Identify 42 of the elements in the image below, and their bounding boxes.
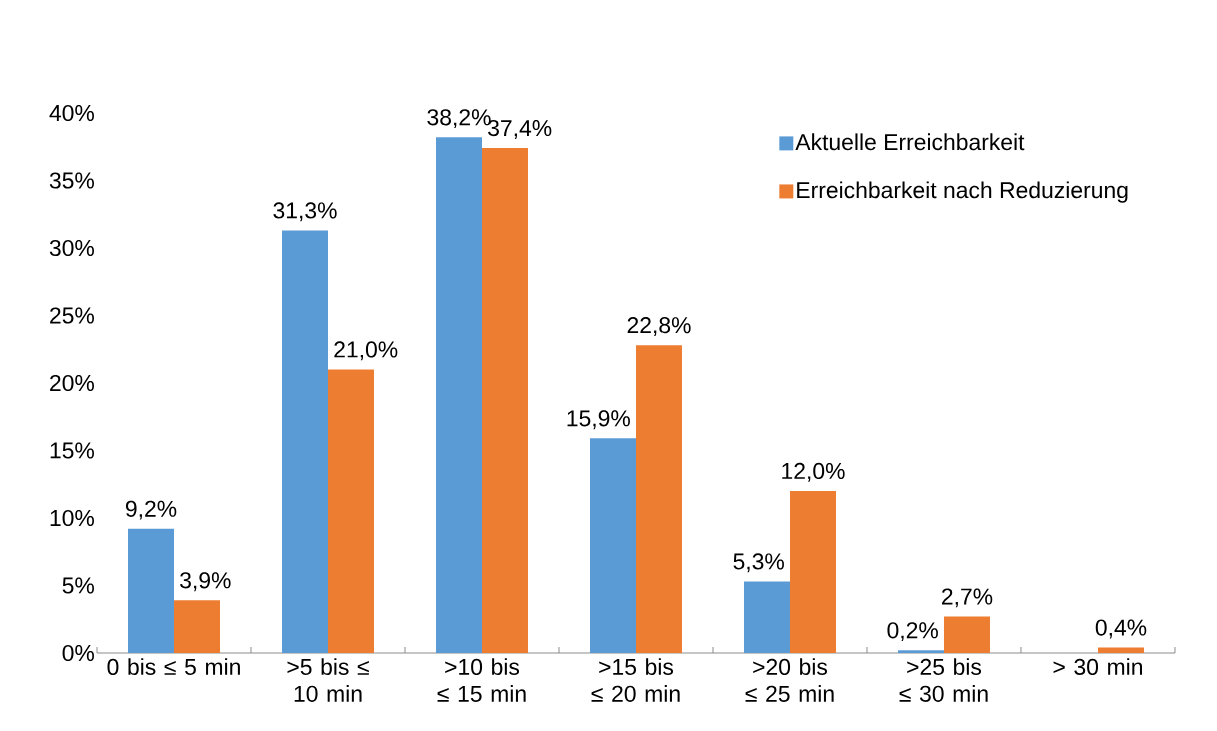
data-label: 9,2% (125, 500, 177, 520)
data-label: 0,2% (887, 622, 938, 642)
data-label: 12,0% (782, 462, 845, 482)
data-label: 3,9% (180, 572, 231, 592)
x-tick-label: 0 bis ≤ 5 min (107, 658, 240, 676)
data-label: 15,9% (567, 410, 630, 430)
data-label: 5,3% (733, 553, 784, 573)
y-tick-label: 0% (62, 644, 94, 662)
bar (128, 528, 174, 653)
legend-label: Aktuelle Erreichbarkeit (795, 133, 1025, 151)
bar (481, 148, 528, 653)
data-label: 0,4% (1095, 619, 1147, 639)
x-tick-label: >15 bis ≤ 20 min (591, 658, 680, 702)
bar (174, 600, 220, 653)
y-tick-label: 35% (49, 172, 94, 189)
bar (435, 137, 482, 653)
bar (635, 345, 682, 653)
data-label: 21,0% (334, 341, 398, 361)
y-tick-label: 10% (50, 509, 94, 527)
y-tick-label: 5% (62, 577, 94, 594)
data-label: 22,8% (627, 317, 691, 336)
y-tick-label: 40% (49, 104, 94, 122)
y-tick-label: 15% (50, 442, 94, 459)
bar (743, 581, 790, 653)
bar (282, 230, 328, 653)
x-tick-label: >25 bis ≤ 30 min (899, 658, 988, 702)
y-tick-label: 25% (50, 307, 94, 324)
bar (897, 650, 944, 653)
bar (943, 616, 990, 653)
x-tick-label: >20 bis ≤ 25 min (745, 658, 834, 702)
x-tick-label: >5 bis ≤ 10 min (287, 658, 369, 702)
y-tick-label: 20% (50, 374, 94, 392)
y-tick-label: 30% (49, 239, 94, 257)
data-label: 2,7% (942, 588, 993, 608)
data-label: 31,3% (273, 202, 337, 222)
x-tick-label: >10 bis ≤ 15 min (437, 658, 526, 702)
bar (789, 491, 836, 653)
x-tick-label: > 30 min (1053, 658, 1142, 676)
bar (1097, 647, 1144, 653)
bar (328, 369, 374, 653)
bar (589, 438, 636, 653)
legend-label: Erreichbarkeit nach Reduzierung (797, 181, 1128, 203)
